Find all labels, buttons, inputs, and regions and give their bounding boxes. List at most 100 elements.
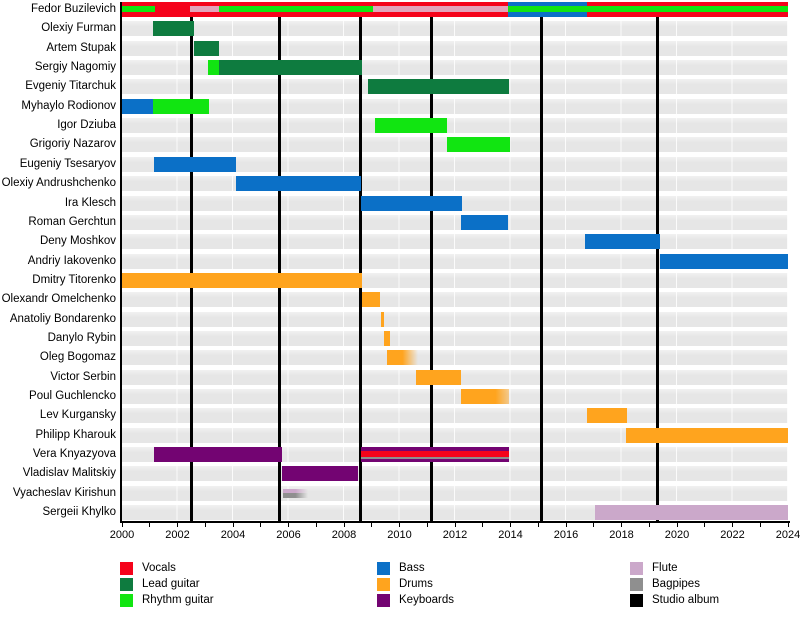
legend-swatch-bagpipes [630,578,643,591]
x-axis-tick [704,522,706,527]
member-name-label: Philipp Kharouk [35,428,116,441]
x-axis-tick-label: 2016 [553,528,579,541]
row-band-year-separators [122,311,788,327]
legend-label-vocals: Vocals [142,562,176,574]
row-band-year-separators [122,176,788,192]
row-band [122,40,788,56]
tenure-bar-drums [122,272,363,288]
x-axis-line [120,520,790,523]
legend-label-flute: Flute [652,562,678,574]
row-band-year-separators [122,98,788,114]
tenure-bar-drums [384,330,391,346]
tenure-bar-drums [362,292,381,308]
row-band [122,234,788,250]
row-band [122,350,788,366]
legend-label-studio-album: Studio album [652,594,720,606]
x-axis-tick [315,522,317,527]
tenure-bar-keyboards [153,447,282,463]
tenure-bar-flute [282,488,308,493]
tenure-bar-rhythm-guitar [122,6,156,12]
row-band-year-separators [122,330,788,346]
tenure-bar-lead-guitar [367,79,510,95]
row-band-year-separators [122,292,788,308]
studio-album-line [539,2,543,521]
row-band [122,156,788,172]
tenure-bar-flute [595,505,788,521]
x-axis-tick [732,522,733,527]
legend-label-keyboards: Keyboards [399,594,454,606]
member-name-label: Lev Kurgansky [39,409,116,422]
tenure-bar-lead-guitar [194,40,220,56]
x-axis-tick [676,522,678,527]
x-axis-tick-label: 2018 [609,528,634,541]
member-name-label: Vladislav Malitskiy [22,467,116,480]
x-axis-tick [593,522,595,527]
legend-label-bass: Bass [399,562,425,574]
row-band-year-separators [122,118,788,134]
studio-album-line [277,2,281,521]
tenure-bar-rhythm-guitar [374,118,447,134]
row-band [122,311,788,327]
row-band-year-separators [122,389,788,404]
x-axis-tick [121,522,123,527]
member-name-label: Sergeii Khylko [42,506,116,519]
x-axis-tick-label: 2014 [498,528,523,541]
legend-swatch-vocals [120,562,133,575]
tenure-bar-drums [625,427,788,443]
tenure-bar-flute [189,6,220,12]
member-name-label: Artem Stupak [46,41,116,54]
tenure-bar-bass [360,195,462,211]
x-axis-tick [759,522,761,527]
row-band-year-separators [122,485,788,501]
member-name-label: Sergiy Nagomiy [34,61,116,74]
x-axis-tick-label: 2022 [720,528,745,541]
tenure-bar-vocals [360,451,510,458]
tenure-bar-rhythm-guitar [152,98,210,114]
tenure-bar-rhythm-guitar [208,60,220,76]
tenure-bar-flute [373,6,508,12]
x-axis-tick [204,522,206,527]
x-axis-tick [177,522,178,527]
row-band-year-separators [122,40,788,56]
row-band-year-separators [122,21,788,37]
studio-album-line [656,2,660,521]
row-band [122,98,788,114]
row-band [122,427,788,443]
legend-label-lead-guitar: Lead guitar [142,578,200,590]
row-band [122,408,788,424]
x-axis-tick [510,522,511,527]
x-axis-tick-label: 2024 [775,528,800,541]
tenure-bar-bagpipes [282,492,308,498]
row-band-year-separators [122,408,788,424]
tenure-bar-drums [416,369,461,385]
member-name-label: Eugeniy Tsesaryov [19,157,116,170]
row-band [122,21,788,37]
member-name-label: Anatoliy Bondarenko [9,312,116,325]
legend-label-bagpipes: Bagpipes [652,578,700,590]
member-name-label: Victor Serbin [50,370,116,383]
member-name-label: Olexiy Andrushchenko [1,177,116,190]
row-band [122,176,788,192]
legend-swatch-keyboards [377,594,390,607]
member-name-label: Danylo Rybin [47,331,116,344]
tenure-bar-lead-guitar [152,21,195,37]
x-axis-tick [232,522,234,527]
x-axis-tick [343,522,345,527]
member-name-label: Poul Guchlencko [29,390,116,402]
tenure-bar-rhythm-guitar [219,6,374,12]
member-name-label: Dmitry Titorenko [32,273,116,286]
member-name-label: Oleg Bogomaz [39,351,116,364]
member-name-label: Olexandr Omelchenko [1,293,116,306]
plot-left-border [120,2,122,523]
x-axis-tick [399,522,400,527]
tenure-bar-drums [460,389,510,404]
x-axis-tick [537,522,539,527]
row-band [122,292,788,308]
tenure-bar-rhythm-guitar [507,6,788,12]
tenure-bar-bass [585,234,661,250]
x-axis-tick-label: 2012 [442,528,468,541]
tenure-bar-rhythm-guitar [446,137,511,153]
legend-label-rhythm-guitar: Rhythm guitar [142,594,214,606]
member-name-label: Vera Knyazyova [32,448,116,461]
row-band [122,214,788,230]
